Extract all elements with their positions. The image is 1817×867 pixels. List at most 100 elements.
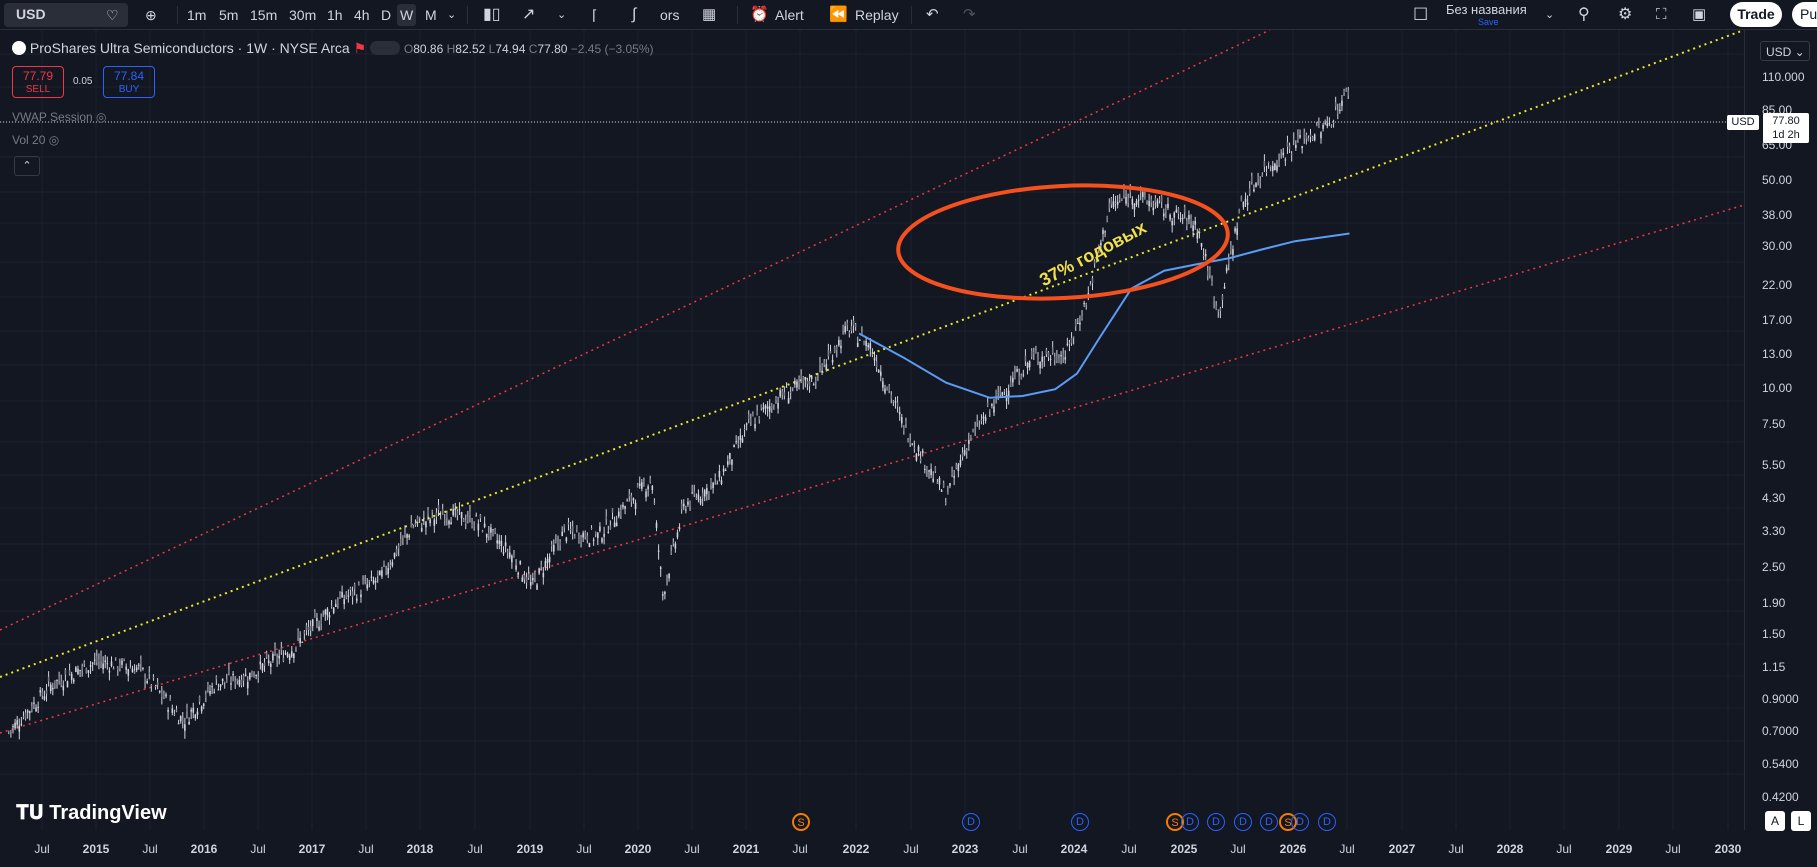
price-tick: 1.15 (1762, 660, 1786, 674)
timeframe-15m[interactable]: 15m (250, 7, 278, 23)
eye-hidden-icon[interactable]: ◎ (96, 110, 107, 124)
candle-body (798, 377, 800, 384)
candle-body (190, 709, 192, 712)
timeframe-30m[interactable]: 30m (289, 7, 317, 23)
line-chart-icon[interactable]: ↗ (522, 6, 536, 23)
buy-button[interactable]: 77.84 BUY (103, 66, 155, 98)
candle-body (544, 561, 547, 568)
chart-type-dropdown-icon[interactable]: ⌄ (557, 9, 567, 21)
price-chart[interactable] (0, 30, 1744, 830)
highlight-ellipse (896, 183, 1230, 301)
candle-body (779, 390, 781, 397)
timeframe-m[interactable]: M (425, 7, 437, 23)
candle-body (775, 398, 777, 401)
layout-dropdown-icon[interactable]: ⌄ (1545, 9, 1555, 21)
candle-body (316, 617, 318, 621)
favorite-icon[interactable]: ♡ (106, 7, 119, 23)
candle-body (638, 483, 641, 486)
dividend-event-icon[interactable]: D (1291, 813, 1309, 831)
time-tick: 2025 (1170, 842, 1198, 856)
indicators-label[interactable]: ors (660, 7, 680, 23)
candle-body (724, 470, 727, 472)
candle-body (808, 380, 811, 387)
replay-button[interactable]: Replay (855, 7, 899, 23)
settings-gear-icon[interactable]: ⚙ (1618, 6, 1633, 23)
log-scale-button[interactable]: L (1791, 811, 1811, 831)
candle-body (1022, 374, 1025, 376)
candle-body (1274, 163, 1276, 171)
candle-body (135, 667, 138, 671)
candle-body (932, 478, 935, 482)
candle-body (12, 726, 14, 728)
save-label[interactable]: Save (1478, 17, 1499, 27)
symbol-search[interactable]: USD (4, 3, 128, 27)
dividend-event-icon[interactable]: D (1234, 813, 1252, 831)
time-tick: Jul (792, 842, 808, 856)
dividend-event-icon[interactable]: D (1260, 813, 1278, 831)
drawing-icon[interactable]: ⌈ (592, 7, 598, 23)
dividend-event-icon[interactable]: D (1181, 813, 1199, 831)
timeframe-1h[interactable]: 1h (327, 7, 343, 23)
snapshot-camera-icon[interactable]: ▣ (1692, 6, 1707, 23)
indicator-volume[interactable]: Vol 20 ◎ (12, 133, 60, 147)
layout-checkbox-icon[interactable]: ☐ (1413, 5, 1429, 24)
candle-body (1221, 295, 1224, 301)
layouts-icon[interactable]: ▦ (702, 6, 717, 23)
candle-body (882, 381, 884, 388)
compare-add-icon[interactable]: ⊕ (145, 7, 157, 23)
candle-body (1024, 355, 1027, 362)
timeframe-d[interactable]: D (381, 7, 392, 23)
quick-search-icon[interactable]: ⚲ (1578, 6, 1590, 23)
candle-body (865, 341, 867, 347)
candle-body (1324, 122, 1326, 124)
price-tick: 30.00 (1762, 239, 1793, 253)
candle-body (326, 608, 329, 616)
alert-icon[interactable]: ⏰ (750, 6, 769, 23)
eye-hidden-icon[interactable]: ◎ (48, 133, 60, 147)
timeframe-dropdown-icon[interactable]: ⌄ (447, 9, 457, 21)
flag-icon[interactable]: ⚑ (353, 40, 367, 56)
alert-button[interactable]: Alert (775, 7, 804, 23)
split-event-icon[interactable]: S (792, 813, 810, 831)
candle-body (745, 423, 748, 425)
indicators-icon[interactable]: ∫ (632, 6, 637, 23)
candle-body (1288, 145, 1291, 150)
auto-scale-button[interactable]: A (1765, 811, 1785, 831)
dividend-event-icon[interactable]: D (1207, 813, 1225, 831)
candle-body (611, 508, 614, 513)
timeframe-4h[interactable]: 4h (354, 7, 370, 23)
candle-body (1139, 189, 1142, 193)
publish-button[interactable]: Pu (1792, 2, 1817, 27)
timeframe-1m[interactable]: 1m (187, 7, 207, 23)
price-axis[interactable] (1744, 30, 1817, 830)
candle-body (1100, 242, 1102, 246)
timeframe-w[interactable]: W (397, 4, 417, 26)
candle-body (699, 498, 702, 504)
candles-icon[interactable]: ▮▯ (483, 6, 501, 23)
candle-body (194, 714, 197, 719)
candle-body (1276, 165, 1278, 171)
candle-body (892, 400, 895, 402)
redo-icon[interactable]: ↷ (963, 6, 976, 23)
candle-body (444, 519, 446, 521)
candle-body (550, 544, 553, 547)
replay-icon[interactable]: ⏪ (829, 6, 848, 23)
trade-button[interactable]: Trade (1730, 2, 1782, 27)
currency-selector[interactable]: USD ⌄ (1760, 41, 1810, 61)
candle-body (613, 522, 616, 527)
indicator-vwap[interactable]: VWAP Session ◎ (12, 110, 107, 124)
candle-body (98, 659, 100, 662)
dividend-event-icon[interactable]: D (1318, 813, 1336, 831)
sell-button[interactable]: 77.79 SELL (12, 66, 64, 98)
dividend-event-icon[interactable]: D (962, 813, 980, 831)
timeframe-5m[interactable]: 5m (219, 7, 239, 23)
layout-name[interactable]: Без названия (1446, 2, 1527, 17)
candle-body (563, 524, 566, 528)
candle-body (64, 669, 67, 675)
dividend-event-icon[interactable]: D (1071, 813, 1089, 831)
candle-body (743, 428, 746, 430)
collapse-legend-button[interactable]: ⌃ (14, 156, 40, 176)
fullscreen-icon[interactable]: ⛶ (1656, 6, 1667, 23)
candle-body (852, 320, 855, 326)
undo-icon[interactable]: ↶ (926, 6, 939, 23)
